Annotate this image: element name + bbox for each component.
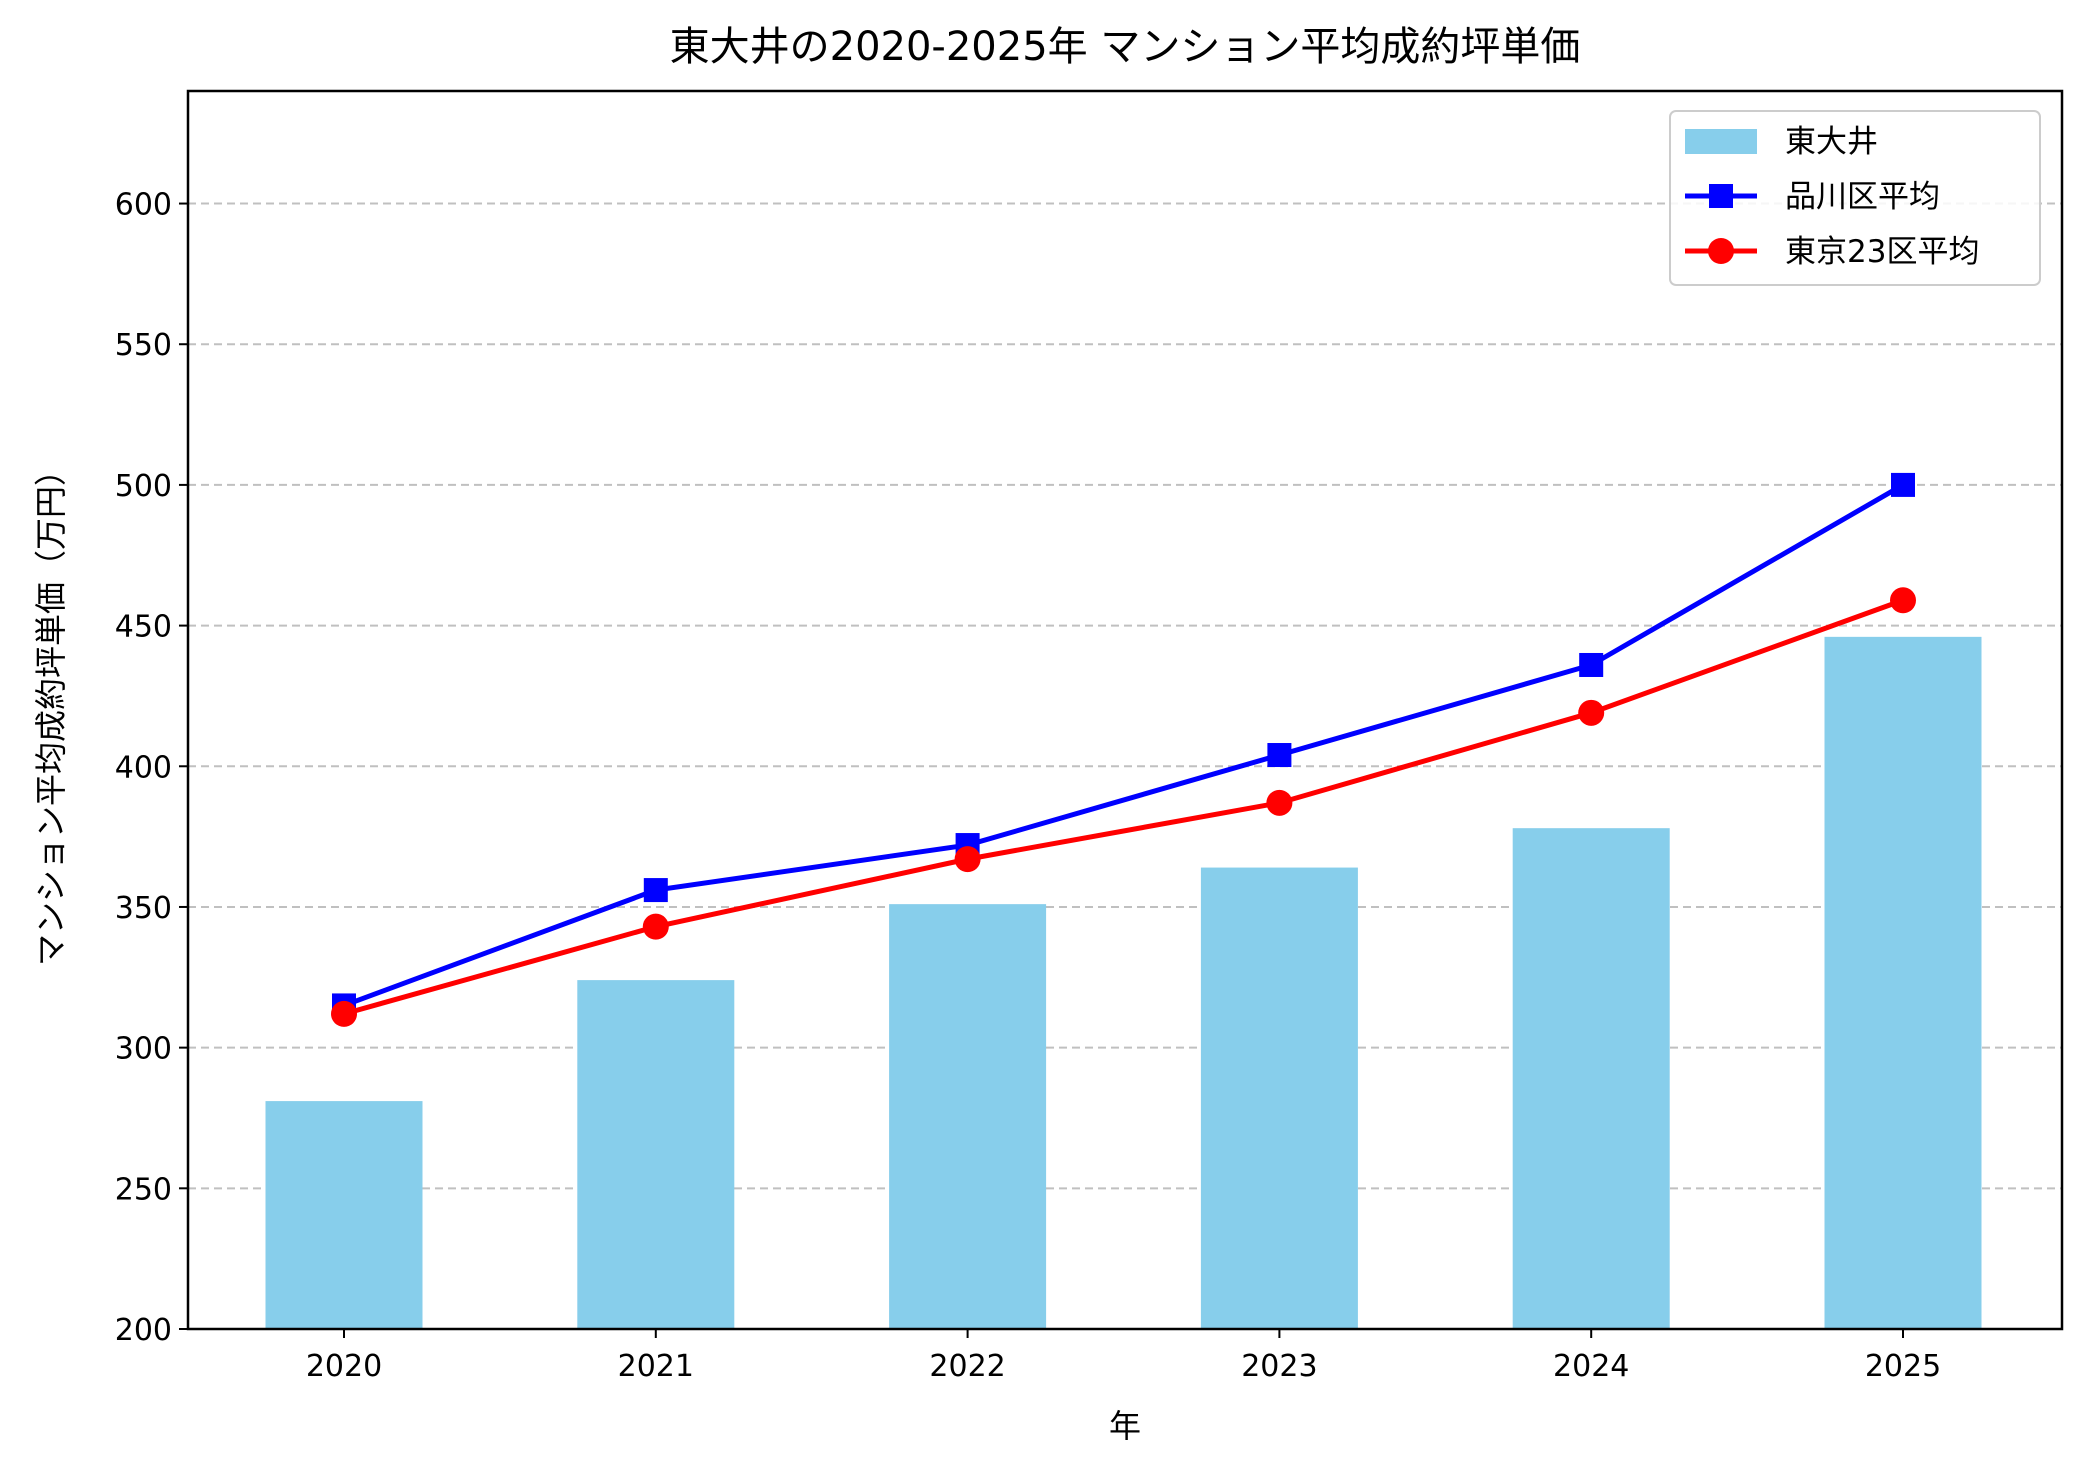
y-tick-label: 550 xyxy=(115,328,172,363)
bar-2023 xyxy=(1200,867,1358,1329)
x-tick-label: 2021 xyxy=(618,1349,694,1384)
y-tick-label: 600 xyxy=(115,188,172,223)
bar-2021 xyxy=(577,980,735,1329)
bar-2025 xyxy=(1824,636,1982,1329)
y-axis-label: マンション平均成約坪単価（万円） xyxy=(32,454,70,966)
legend-swatch-bar xyxy=(1685,129,1757,154)
point-circle xyxy=(1578,699,1605,726)
legend-marker-square xyxy=(1709,184,1733,208)
x-axis-label: 年 xyxy=(1109,1407,1141,1445)
bar-2024 xyxy=(1512,828,1670,1329)
x-tick-label: 2020 xyxy=(306,1349,382,1384)
y-tick-label: 300 xyxy=(115,1032,172,1067)
point-circle xyxy=(954,846,981,873)
point-square xyxy=(1891,472,1915,497)
legend-label: 東京23区平均 xyxy=(1785,234,1979,270)
point-circle xyxy=(1266,789,1293,816)
point-square xyxy=(1579,652,1604,677)
point-square xyxy=(1267,743,1292,768)
y-tick-label: 350 xyxy=(115,891,172,926)
point-circle xyxy=(642,913,669,940)
bar-2020 xyxy=(265,1101,423,1329)
y-tick-label: 500 xyxy=(115,469,172,504)
y-tick-label: 250 xyxy=(115,1172,172,1207)
legend-label: 東大井 xyxy=(1785,124,1878,160)
point-circle xyxy=(331,1000,357,1027)
chart-title: 東大井の2020-2025年 マンション平均成約坪単価 xyxy=(670,24,1581,70)
series-line-1 xyxy=(343,482,1905,1008)
series-line-2 xyxy=(343,597,1904,1017)
bar-2022 xyxy=(889,904,1047,1329)
plot-frame xyxy=(186,89,2064,1331)
y-tick-label: 200 xyxy=(115,1313,172,1348)
x-tick-label: 2024 xyxy=(1553,1349,1629,1384)
x-tick-label: 2025 xyxy=(1865,1349,1941,1384)
y-tick-label: 400 xyxy=(115,750,172,785)
x-tick-label: 2023 xyxy=(1241,1349,1317,1384)
point-circle xyxy=(1890,587,1916,614)
point-square xyxy=(643,878,668,903)
y-tick-label: 450 xyxy=(115,610,172,645)
legend-box xyxy=(1669,110,2041,286)
legend-label: 品川区平均 xyxy=(1785,179,1940,215)
legend-marker-circle xyxy=(1708,238,1734,264)
x-tick-label: 2022 xyxy=(929,1349,1005,1384)
